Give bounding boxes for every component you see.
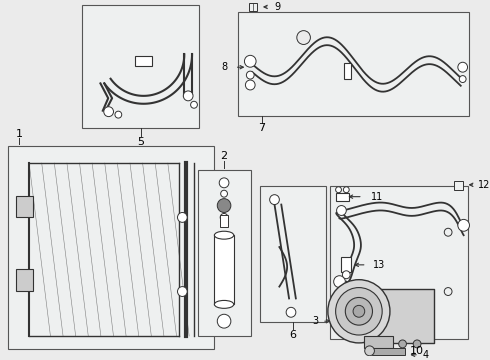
Text: 13: 13 xyxy=(373,260,386,270)
Bar xyxy=(260,186,326,322)
Circle shape xyxy=(217,314,231,328)
Circle shape xyxy=(245,80,255,90)
Bar xyxy=(364,336,393,348)
Bar xyxy=(336,193,349,201)
Bar xyxy=(330,186,467,339)
Circle shape xyxy=(177,287,187,297)
Text: 6: 6 xyxy=(290,330,296,340)
Circle shape xyxy=(345,297,372,325)
Bar xyxy=(249,3,257,11)
Ellipse shape xyxy=(214,301,234,308)
Circle shape xyxy=(458,219,469,231)
Circle shape xyxy=(104,107,114,117)
Bar xyxy=(16,196,33,217)
Bar xyxy=(364,289,434,343)
Circle shape xyxy=(444,288,452,296)
Circle shape xyxy=(399,340,406,348)
Circle shape xyxy=(328,280,390,343)
Bar xyxy=(8,146,214,349)
Bar xyxy=(371,348,405,355)
Circle shape xyxy=(336,187,342,193)
Circle shape xyxy=(343,187,349,193)
Circle shape xyxy=(297,31,310,45)
Circle shape xyxy=(334,276,345,288)
Circle shape xyxy=(191,101,197,108)
Bar xyxy=(342,257,351,272)
Circle shape xyxy=(365,346,374,356)
Bar xyxy=(82,5,199,129)
Text: 12: 12 xyxy=(478,180,490,190)
Ellipse shape xyxy=(214,231,234,239)
Circle shape xyxy=(177,212,187,222)
Bar xyxy=(198,170,251,336)
Circle shape xyxy=(270,195,279,204)
Text: 8: 8 xyxy=(222,62,228,72)
Text: 10: 10 xyxy=(410,346,424,356)
Circle shape xyxy=(343,271,350,279)
Text: 3: 3 xyxy=(312,316,318,326)
Text: 5: 5 xyxy=(137,137,144,147)
Bar xyxy=(454,181,463,190)
Bar xyxy=(220,215,228,227)
Circle shape xyxy=(115,111,122,118)
Text: 1: 1 xyxy=(16,129,23,139)
Circle shape xyxy=(458,62,467,72)
Text: 7: 7 xyxy=(258,123,266,134)
Circle shape xyxy=(353,305,365,317)
Circle shape xyxy=(286,307,296,317)
Circle shape xyxy=(220,213,228,221)
Circle shape xyxy=(217,199,231,212)
Circle shape xyxy=(246,71,254,79)
Circle shape xyxy=(413,340,421,348)
Bar xyxy=(238,12,468,116)
Circle shape xyxy=(336,288,382,335)
Text: 9: 9 xyxy=(274,2,281,12)
Circle shape xyxy=(459,76,466,82)
Bar xyxy=(214,235,234,305)
Text: 2: 2 xyxy=(220,151,228,161)
Circle shape xyxy=(245,55,256,67)
Bar xyxy=(344,63,351,79)
Bar xyxy=(16,269,33,291)
Circle shape xyxy=(444,228,452,236)
Circle shape xyxy=(183,91,193,101)
Circle shape xyxy=(220,190,227,197)
Circle shape xyxy=(337,206,346,215)
Text: 4: 4 xyxy=(423,350,429,360)
Circle shape xyxy=(219,178,229,188)
Bar xyxy=(135,56,152,66)
Text: 11: 11 xyxy=(370,192,383,202)
